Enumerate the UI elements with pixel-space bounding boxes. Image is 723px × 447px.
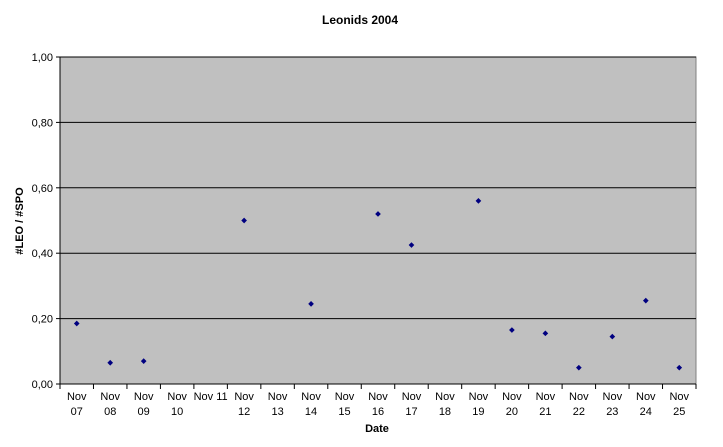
data-point [408,242,415,248]
data-point [308,301,314,307]
chart-title: Leonids 2004 [322,13,398,27]
x-tick-label: Nov 13 [268,391,288,418]
x-tick-label: Nov 15 [335,391,355,418]
gridlines [60,56,696,320]
x-tick-label: Nov 20 [502,391,522,418]
x-tick-label: Nov 08 [100,391,120,418]
y-axis-title: #LEO / #SPO [14,187,26,255]
x-tick-label: Nov 10 [167,391,187,418]
y-axis-ticks: 0,00 0,20 0,40 0,60 0,80 1,00 [32,52,60,391]
data-point [475,198,482,204]
data-point [609,333,616,340]
data-point [676,364,683,371]
data-point [107,359,114,366]
y-tick-label: 0,00 [32,379,53,391]
y-tick-label: 0,20 [32,314,53,326]
x-tick-label: Nov 19 [469,391,489,418]
y-tick-label: 0,80 [32,117,53,129]
data-point [576,364,582,371]
x-tick-label: Nov 12 [234,391,254,418]
data-point [375,211,381,217]
x-tick-label: Nov 11 [194,391,228,403]
x-tick-label: Nov 07 [67,391,87,418]
y-tick-label: 0,60 [32,183,53,195]
x-tick-label: Nov 24 [636,391,656,418]
plot-area [59,56,697,385]
data-point [642,297,649,304]
x-tick-label: Nov 09 [134,391,154,418]
x-tick-label: Nov 23 [603,391,623,418]
x-tick-label: Nov 18 [435,391,455,418]
x-tick-label: Nov 17 [402,391,422,418]
x-tick-label: Nov 22 [569,391,589,418]
y-tick-label: 1,00 [32,52,53,64]
x-tick-label: Nov 21 [536,391,556,418]
x-tick-label: Nov 14 [301,391,321,418]
data-points [73,198,683,371]
x-axis-title: Date [365,423,389,435]
data-point [509,327,515,333]
data-point [542,330,549,337]
data-point [140,358,147,364]
x-tick-label: Nov 16 [368,391,388,418]
data-point [73,320,80,327]
x-axis-ticks: Nov 07 Nov 08 Nov 09 Nov 10 Nov 11 Nov 12 Nov 13 Nov 1… [59,384,697,418]
data-point [241,217,247,224]
y-tick-label: 0,40 [32,248,53,260]
x-tick-label: Nov 25 [669,391,689,418]
